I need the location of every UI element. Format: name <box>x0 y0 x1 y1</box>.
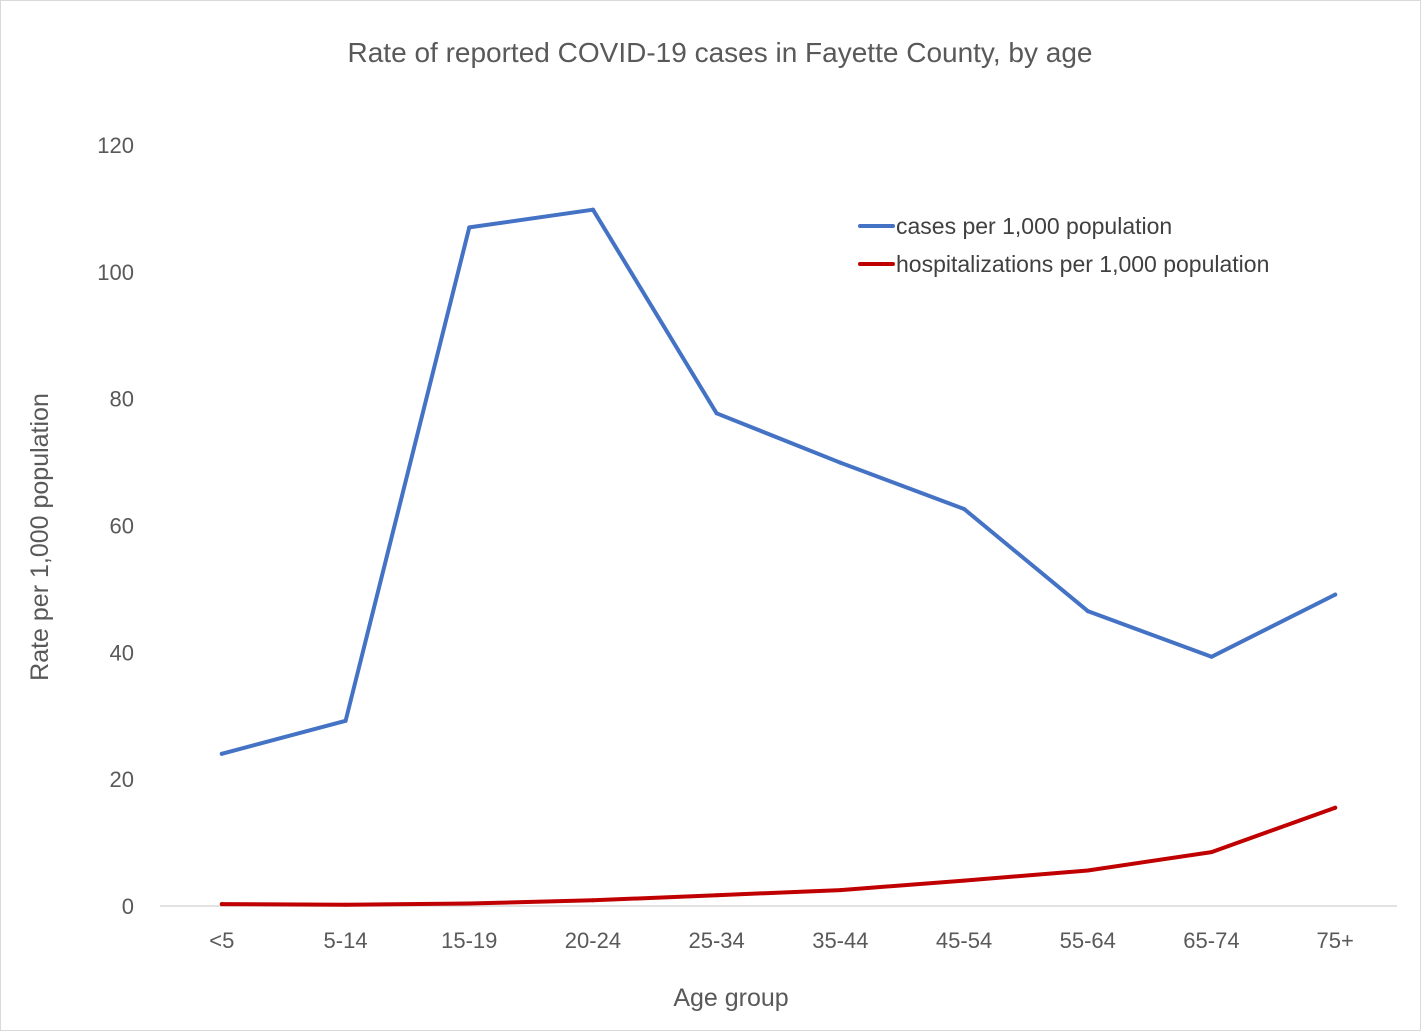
x-tick-label: 45-54 <box>936 928 992 953</box>
x-tick-label: <5 <box>209 928 234 953</box>
x-tick-label: 15-19 <box>441 928 497 953</box>
y-axis-ticks: 0 20 40 60 80 100 120 <box>97 133 134 919</box>
y-tick-label: 0 <box>122 894 134 919</box>
x-axis-title: Age group <box>673 984 788 1012</box>
y-axis-title: Rate per 1,000 population <box>26 393 54 681</box>
x-tick-label: 35-44 <box>812 928 868 953</box>
legend-label: hospitalizations per 1,000 population <box>896 251 1269 277</box>
data-point <box>343 718 348 723</box>
x-tick-label: 20-24 <box>565 928 621 953</box>
data-point <box>590 898 595 903</box>
data-point <box>1085 868 1090 873</box>
legend: cases per 1,000 population hospitalizatio… <box>858 213 1269 277</box>
x-axis-ticks: <5 5-14 15-19 20-24 25-34 35-44 45-54 55-64 65-7… <box>209 928 1354 953</box>
data-point <box>962 507 967 512</box>
data-point <box>219 902 224 907</box>
y-tick-label: 80 <box>110 387 134 412</box>
data-point <box>838 460 843 465</box>
data-point <box>1333 805 1338 810</box>
x-tick-label: 55-64 <box>1060 928 1116 953</box>
series-line-hospitalizations <box>219 805 1338 907</box>
y-tick-label: 60 <box>110 514 134 539</box>
x-tick-label: 5-14 <box>324 928 368 953</box>
data-point <box>467 225 472 230</box>
series-lines <box>219 207 1338 907</box>
x-tick-label: 25-34 <box>689 928 745 953</box>
y-tick-label: 120 <box>97 133 134 158</box>
data-point <box>838 888 843 893</box>
data-point <box>467 901 472 906</box>
data-point <box>1333 592 1338 597</box>
series-line-cases <box>219 207 1338 756</box>
data-point <box>714 893 719 898</box>
data-point <box>1085 609 1090 614</box>
data-point <box>219 751 224 756</box>
x-tick-label: 75+ <box>1316 928 1353 953</box>
data-point <box>1209 654 1214 659</box>
data-point <box>962 878 967 883</box>
x-tick-label: 65-74 <box>1183 928 1239 953</box>
y-tick-label: 40 <box>110 640 134 665</box>
data-point <box>343 902 348 907</box>
data-point <box>1209 850 1214 855</box>
chart-title: Rate of reported COVID-19 cases in Fayet… <box>348 37 1093 68</box>
data-point <box>714 411 719 416</box>
y-tick-label: 20 <box>110 767 134 792</box>
data-point <box>590 207 595 212</box>
legend-label: cases per 1,000 population <box>896 213 1172 239</box>
y-tick-label: 100 <box>97 260 134 285</box>
